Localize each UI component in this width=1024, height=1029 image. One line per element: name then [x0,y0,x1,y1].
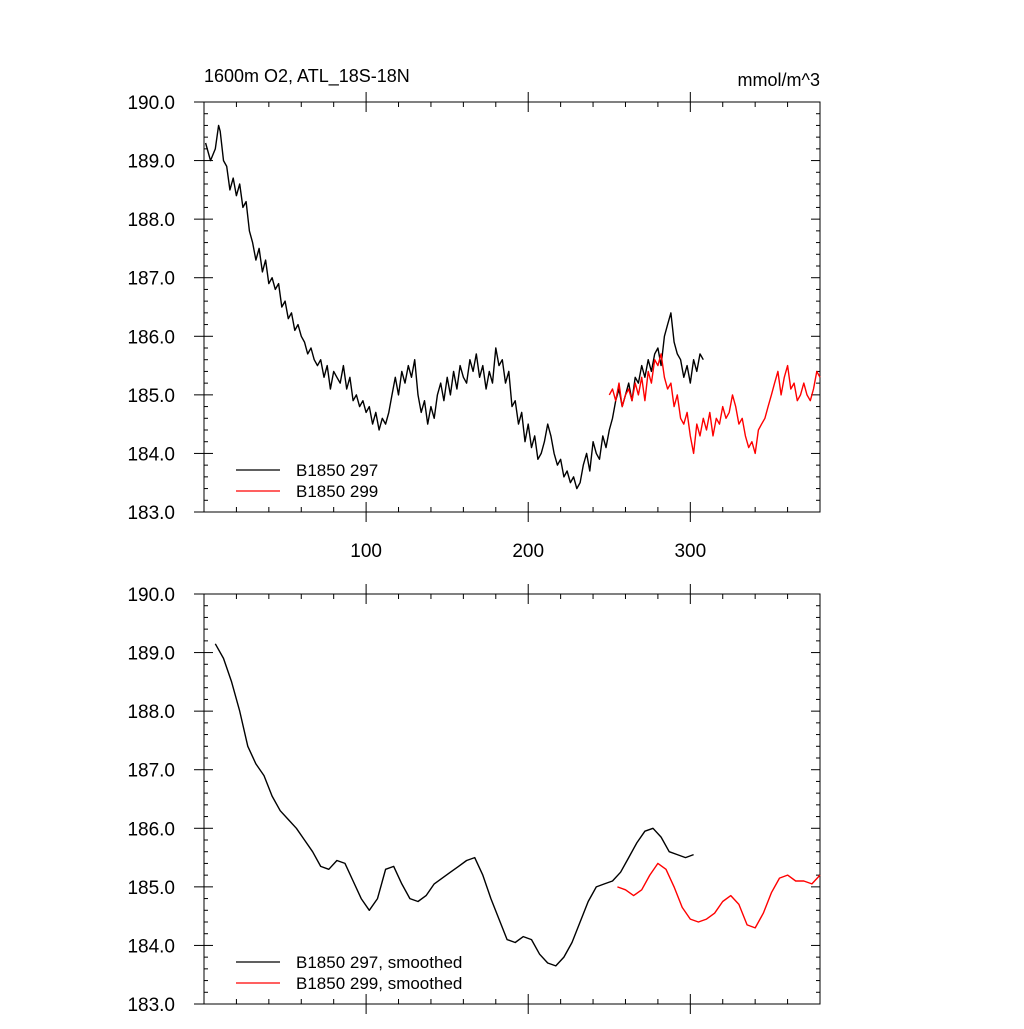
y-tick-label: 190.0 [127,93,175,114]
y-tick-label: 189.0 [127,644,175,665]
y-tick-label: 185.0 [127,878,175,899]
y-tick-label: 188.0 [127,210,175,231]
legend-label-b1850-297: B1850 297 [296,461,378,480]
y-tick-label: 186.0 [127,327,175,348]
chart-panel-raw: 183.0 184.0 185.0 186.0 187.0 188.0 189.0 190.0… [127,66,821,562]
legend-label-b1850-297-smoothed: B1850 297, smoothed [296,953,462,972]
legend-label-b1850-299: B1850 299 [296,482,378,501]
bottom-series-line-b1850-299 [617,862,821,929]
top-series-line-b1850-299 [608,353,821,455]
plot-frame-bottom [203,593,821,1005]
legend-top: B1850 297 B1850 299 [236,461,378,501]
y-tick-label: 187.0 [127,269,175,290]
y-tick-label: 190.0 [127,585,175,606]
chart-panel-smoothed: 183.0 184.0 185.0 186.0 187.0 188.0 189.0 190.0… [127,584,821,1016]
y-tick-label: 188.0 [127,702,175,723]
plot-frame-top [203,101,821,513]
y-tick-label: 183.0 [127,995,175,1016]
y-tick-label: 183.0 [127,503,175,524]
y-tick-label: 185.0 [127,386,175,407]
legend-label-b1850-299-smoothed: B1850 299, smoothed [296,974,462,993]
top-series-line-b1850-297 [204,124,704,490]
chart-title: 1600m O2, ATL_18S-18N [204,66,410,87]
y-tick-label: 189.0 [127,152,175,173]
y-tick-label: 184.0 [127,936,175,957]
legend-bottom: B1850 297, smoothed B1850 299, smoothed [236,953,462,993]
units-label: mmol/m^3 [738,70,820,90]
y-tick-label: 184.0 [127,444,175,465]
x-tick-label: 100 [350,541,382,562]
y-tick-label: 187.0 [127,761,175,782]
y-tick-label: 186.0 [127,819,175,840]
x-tick-label: 200 [512,541,544,562]
x-tick-label: 300 [674,541,706,562]
bottom-series-line-b1850-297 [214,643,694,967]
